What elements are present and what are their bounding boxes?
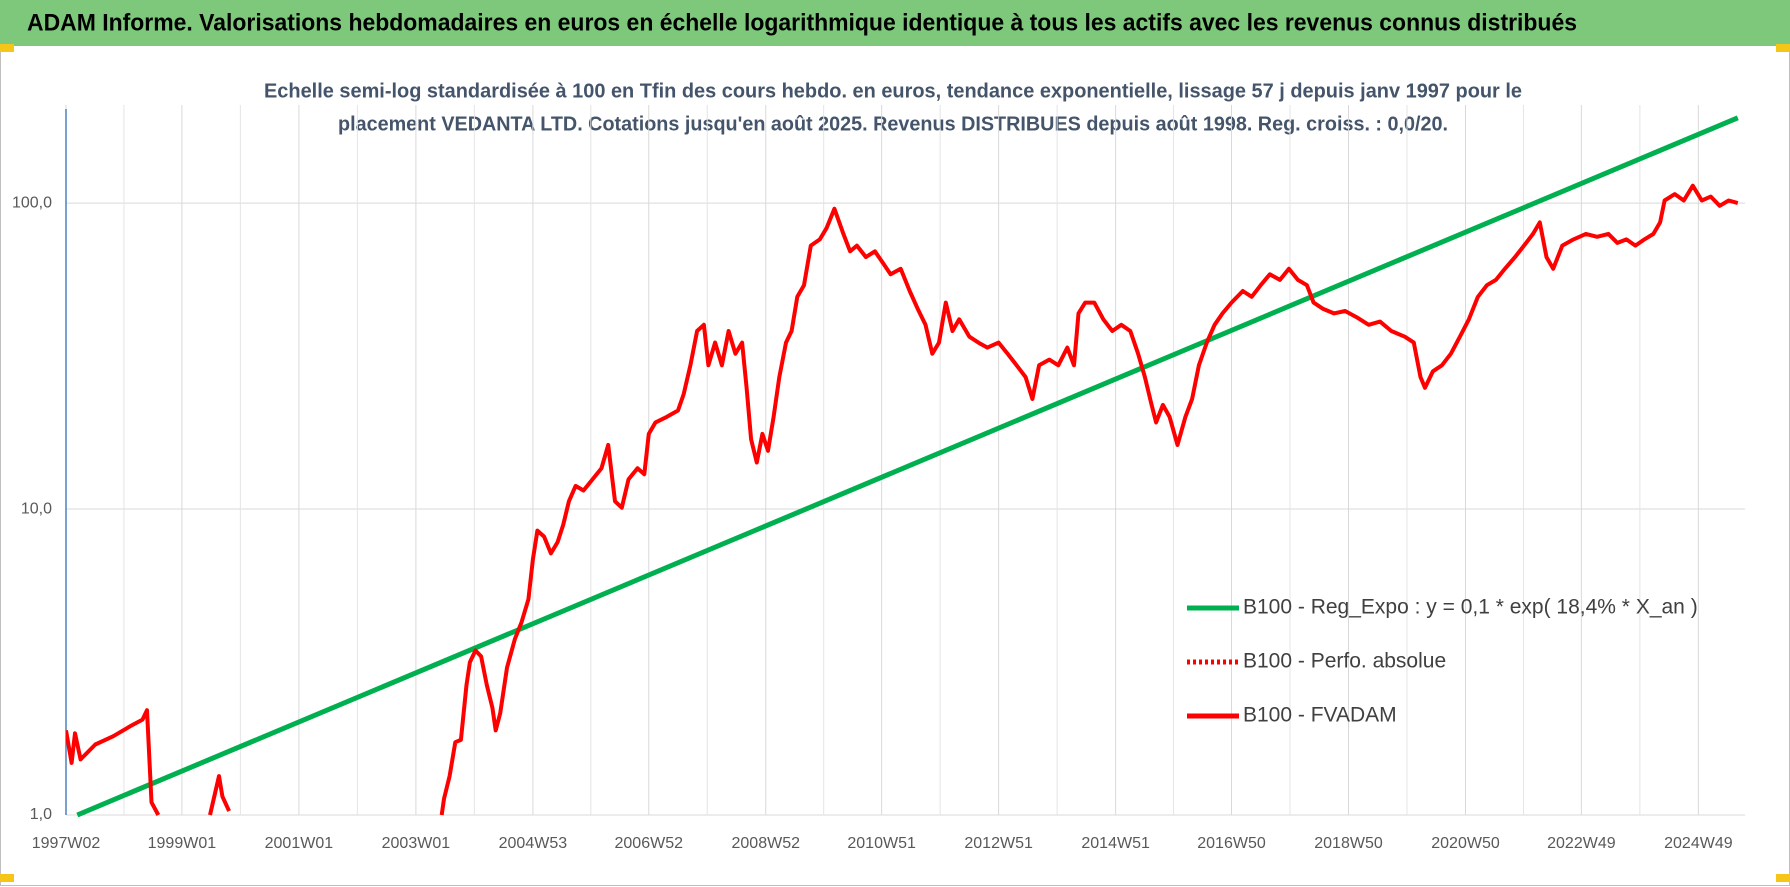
y-tick-label: 100,0 [12, 194, 52, 211]
series-line [66, 183, 1739, 816]
x-tick-label: 2016W50 [1197, 835, 1266, 852]
series-line [76, 115, 1739, 817]
plot-area [66, 115, 1739, 817]
x-tick-label: 2003W01 [382, 835, 451, 852]
x-tick-label: 2024W49 [1664, 835, 1733, 852]
page-title: ADAM Informe. Valorisations hebdomadaire… [27, 9, 1577, 36]
x-tick-label: 2014W51 [1081, 835, 1150, 852]
legend-label: B100 - Perfo. absolue [1243, 650, 1446, 673]
x-tick-label: 2018W50 [1314, 835, 1383, 852]
y-tick-label: 1,0 [30, 806, 52, 823]
x-tick-label: 2022W49 [1547, 835, 1616, 852]
x-tick-label: 2012W51 [964, 835, 1033, 852]
x-tick-label: 2001W01 [265, 835, 334, 852]
legend-label: B100 - Reg_Expo : y = 0,1 * exp( 18,4% *… [1243, 596, 1698, 619]
corner-mark [0, 874, 14, 882]
chart-subtitle: Echelle semi-log standardisée à 100 en T… [264, 80, 1522, 102]
x-tick-label: 1999W01 [148, 835, 217, 852]
x-tick-label: 2010W51 [847, 835, 916, 852]
corner-mark [0, 44, 14, 52]
chart-subtitle: placement VEDANTA LTD. Cotations jusqu'e… [338, 113, 1448, 135]
corner-mark [1776, 44, 1790, 52]
x-tick-label: 2020W50 [1431, 835, 1500, 852]
title-bar [0, 0, 1790, 46]
y-tick-label: 10,0 [21, 500, 52, 517]
x-tick-label: 2004W53 [499, 835, 568, 852]
x-tick-label: 1997W02 [32, 835, 101, 852]
x-tick-label: 2008W52 [732, 835, 801, 852]
x-tick-label: 2006W52 [615, 835, 684, 852]
corner-mark [1776, 874, 1790, 882]
legend-label: B100 - FVADAM [1243, 704, 1397, 727]
